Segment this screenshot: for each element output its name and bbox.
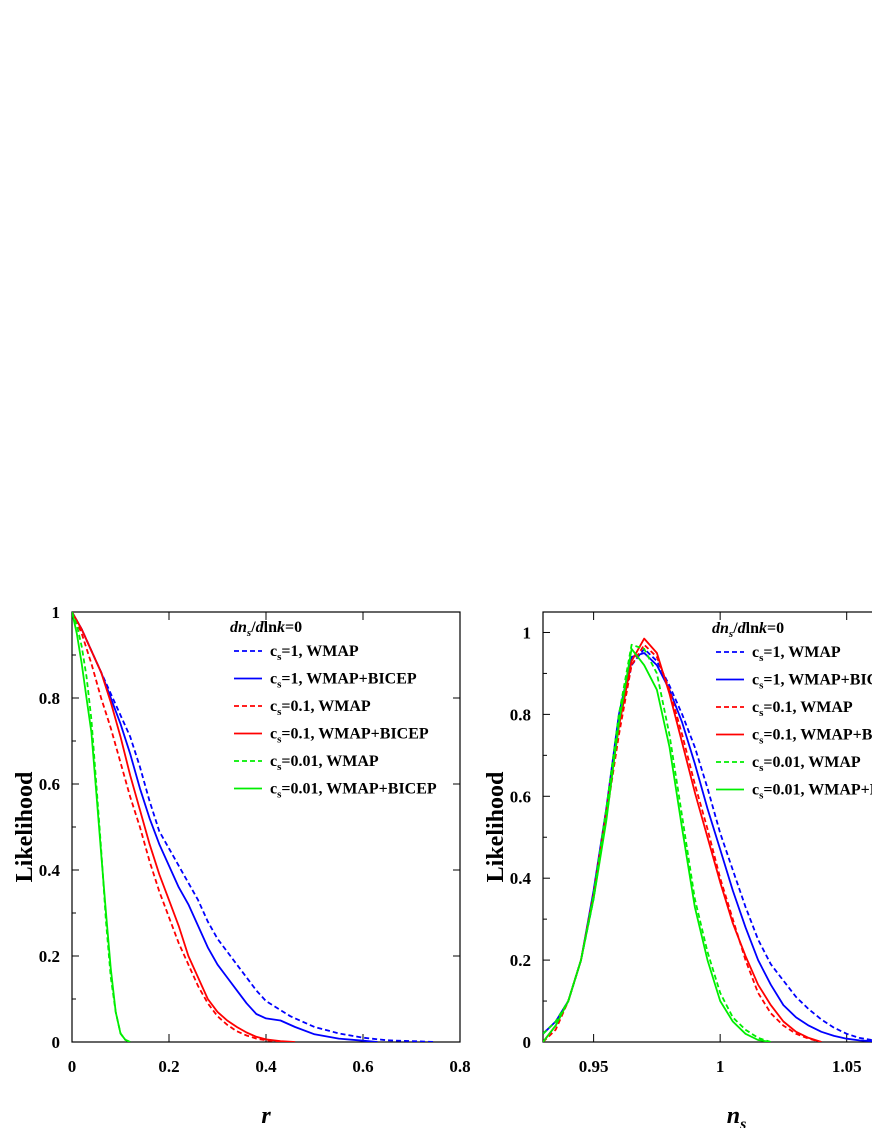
legend-label: cs=1, WMAP+BICEP — [270, 671, 417, 691]
legend-label: cs=0.1, WMAP — [752, 699, 853, 719]
series-line — [543, 648, 771, 1042]
y-tick-label: 0 — [523, 1033, 532, 1052]
series-line — [543, 643, 772, 1042]
y-tick-label: 0.4 — [39, 861, 61, 880]
y-tick-label: 1 — [52, 603, 61, 622]
legend: dns/dlnk=0 cs=1, WMAP cs=1, WMAP+BICEP cs=0… — [712, 620, 872, 802]
legend-label: cs=0.1, WMAP — [270, 698, 371, 718]
legend: dns/dlnk=0 cs=1, WMAP cs=1, WMAP+BICEP cs=0… — [230, 619, 437, 801]
y-axis-title: Likelihood — [12, 771, 38, 882]
y-tick-label: 0.8 — [510, 705, 531, 724]
x-tick-label: 0.4 — [255, 1057, 277, 1076]
series-line — [72, 612, 378, 1042]
x-tick-label: 0.8 — [449, 1057, 470, 1076]
x-tick-label: 0 — [68, 1057, 77, 1076]
x-tick-label: 0.6 — [352, 1057, 373, 1076]
x-tick-label: 1 — [716, 1057, 725, 1076]
legend-label: cs=0.01, WMAP+BICEP — [270, 781, 437, 801]
legend-label: cs=1, WMAP — [270, 643, 359, 663]
legend-label: cs=0.01, WMAP — [752, 754, 861, 774]
y-tick-label: 0.8 — [39, 689, 60, 708]
legend-label: cs=0.01, WMAP — [270, 753, 379, 773]
series-line — [72, 612, 131, 1042]
series-line — [72, 612, 131, 1042]
x-tick-label: 0.2 — [158, 1057, 179, 1076]
legend-label: cs=1, WMAP — [752, 644, 841, 664]
y-tick-label: 0.2 — [510, 951, 531, 970]
legend-label: cs=0.1, WMAP+BICEP — [752, 727, 872, 747]
series-group — [543, 637, 872, 1042]
y-tick-label: 0.4 — [510, 869, 532, 888]
legend-label: cs=0.1, WMAP+BICEP — [270, 726, 429, 746]
series-line — [72, 612, 296, 1042]
x-axis-title: r — [261, 1103, 271, 1128]
legend-title: dns/dlnk=0 — [230, 619, 302, 639]
y-tick-label: 0.6 — [510, 787, 531, 806]
y-tick-label: 0 — [52, 1033, 61, 1052]
x-tick-label: 1.05 — [832, 1057, 862, 1076]
series-line — [543, 648, 872, 1041]
y-tick-label: 1 — [523, 623, 532, 642]
series-group — [72, 612, 436, 1042]
legend-title: dns/dlnk=0 — [712, 620, 784, 640]
y-axis-title: Likelihood — [483, 771, 509, 882]
legend-label: cs=1, WMAP+BICEP — [752, 672, 872, 692]
legend-label: cs=0.01, WMAP+BICEP — [752, 782, 872, 802]
series-line — [72, 612, 286, 1042]
chart-ns-likelihood: 0 0.2 0.4 0.6 0.8 1 0.95 1 1.05 ns Likelihood dns/d… — [483, 611, 872, 1128]
plot-frame — [542, 611, 872, 1043]
y-tick-label: 0.6 — [39, 775, 60, 794]
series-line — [72, 612, 436, 1042]
x-tick-label: 0.95 — [579, 1057, 609, 1076]
x-axis-title: ns — [727, 1103, 747, 1128]
y-tick-label: 0.2 — [39, 947, 60, 966]
chart-r-likelihood: 0 0.2 0.4 0.6 0.8 1 0 0.2 0.4 0.6 0.8 r Likelihood dn… — [12, 603, 471, 1128]
